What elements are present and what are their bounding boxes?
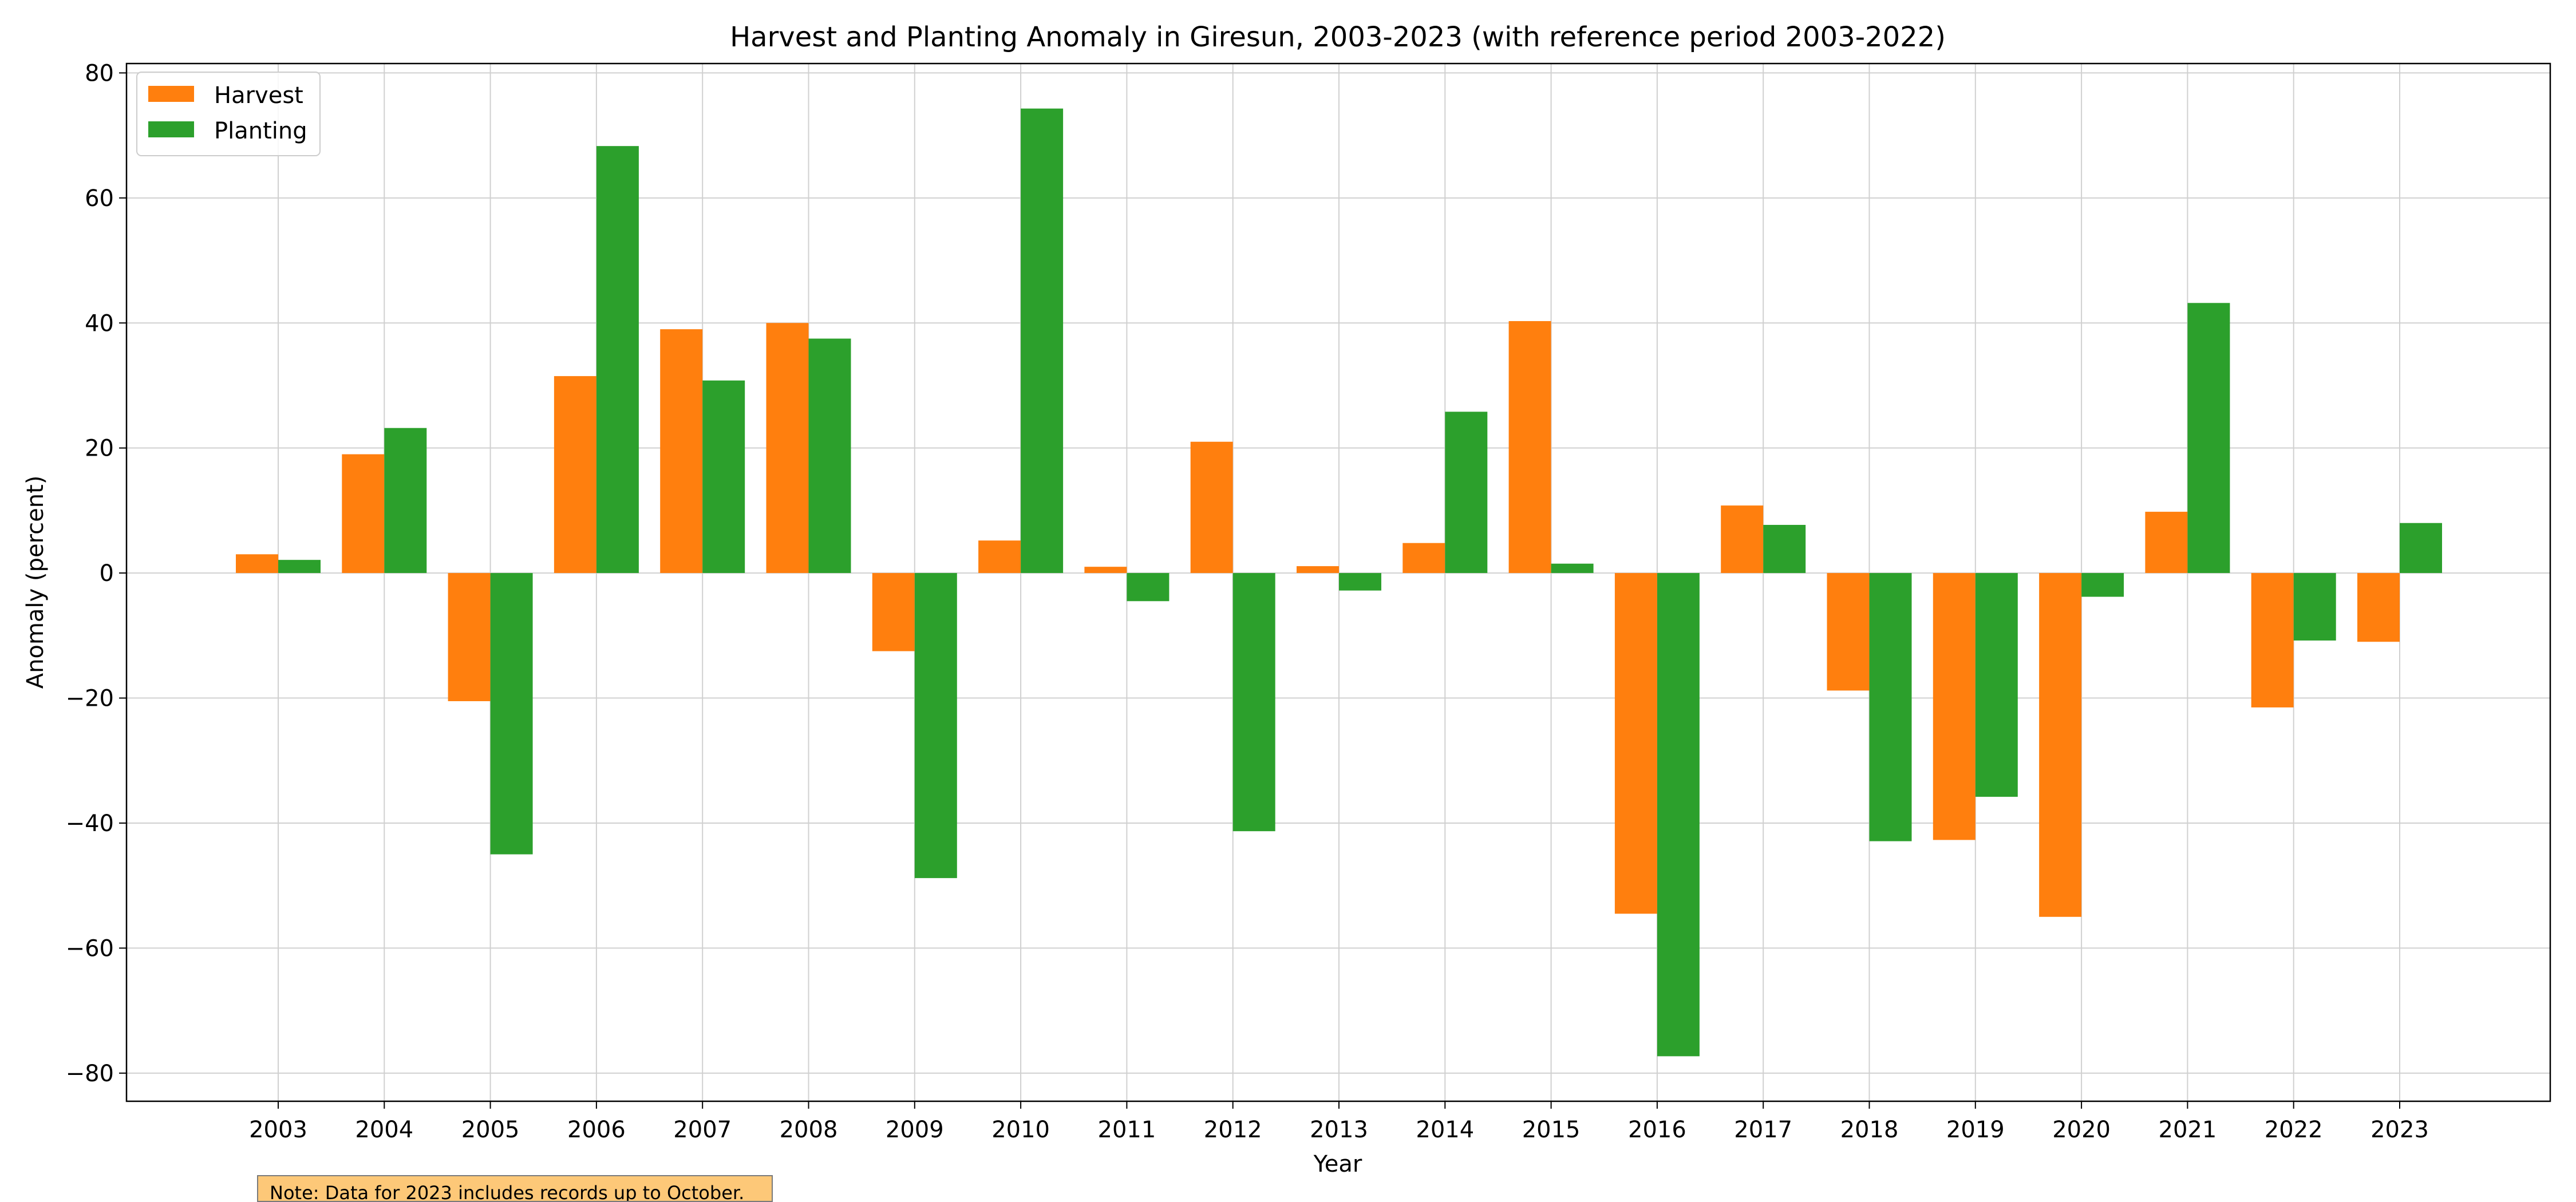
x-axis: 2003 2004 2005 2006 2007 2008 2009 2010 2011 2012… <box>249 1101 2429 1143</box>
legend-label-planting: Planting <box>214 118 307 144</box>
y-tick-label: 60 <box>85 185 114 212</box>
bar-planting-2015 <box>1551 563 1594 574</box>
x-tick-label: 2007 <box>673 1117 732 1143</box>
x-tick-label: 2021 <box>2159 1117 2217 1143</box>
bar-planting-2011 <box>1127 573 1170 602</box>
bar-harvest-2008 <box>766 323 809 574</box>
bar-harvest-2004 <box>342 454 385 574</box>
legend: Harvest Planting <box>136 72 321 156</box>
y-tick-label: −20 <box>66 686 114 712</box>
x-tick-label: 2008 <box>780 1117 838 1143</box>
bar-harvest-2007 <box>660 329 703 574</box>
bar-harvest-2005 <box>448 573 491 702</box>
bar-harvest-2012 <box>1190 441 1233 574</box>
bar-planting-2016 <box>1657 573 1700 1057</box>
x-tick-label: 2022 <box>2265 1117 2323 1143</box>
bar-harvest-2021 <box>2145 512 2188 574</box>
x-tick-label: 2003 <box>249 1117 307 1143</box>
x-tick-label: 2005 <box>461 1117 520 1143</box>
bar-harvest-2009 <box>872 573 915 651</box>
note-box: Note: Data for 2023 includes records up … <box>257 1175 773 1202</box>
bar-planting-2021 <box>2187 303 2230 574</box>
x-tick-label: 2016 <box>1628 1117 1686 1143</box>
x-axis-label: Year <box>1313 1151 1362 1177</box>
x-tick-label: 2014 <box>1416 1117 1474 1143</box>
bar-harvest-2010 <box>978 540 1021 574</box>
bar-planting-2014 <box>1445 412 1488 574</box>
legend-label-harvest: Harvest <box>214 82 303 109</box>
bar-planting-2006 <box>596 146 639 574</box>
y-axis: 80 60 40 20 0 −20 −40 −60 −80 <box>66 60 127 1087</box>
bar-harvest-2023 <box>2357 573 2400 642</box>
bar-planting-2018 <box>1869 573 1912 841</box>
y-tick-label: −80 <box>66 1061 114 1087</box>
bar-harvest-2013 <box>1297 566 1339 574</box>
bar-planting-2013 <box>1339 573 1381 591</box>
chart-title: Harvest and Planting Anomaly in Giresun,… <box>730 21 1946 53</box>
y-axis-label: Anomaly (percent) <box>22 476 49 689</box>
bar-harvest-2019 <box>1933 573 1976 840</box>
bar-planting-2019 <box>1975 573 2018 797</box>
bar-planting-2020 <box>2081 573 2124 597</box>
bar-planting-2004 <box>384 428 427 574</box>
x-tick-label: 2020 <box>2052 1117 2111 1143</box>
bar-harvest-2011 <box>1084 567 1127 574</box>
bar-harvest-2016 <box>1614 573 1657 914</box>
bar-harvest-2015 <box>1508 321 1551 574</box>
bar-planting-2009 <box>914 573 957 879</box>
x-tick-label: 2017 <box>1734 1117 1792 1143</box>
y-tick-label: −60 <box>66 935 114 962</box>
x-tick-label: 2013 <box>1310 1117 1368 1143</box>
bar-planting-2022 <box>2293 573 2336 641</box>
x-tick-label: 2006 <box>567 1117 626 1143</box>
bar-planting-2010 <box>1021 108 1064 574</box>
x-tick-label: 2023 <box>2370 1117 2429 1143</box>
y-tick-label: 0 <box>100 560 114 587</box>
x-tick-label: 2019 <box>1946 1117 2005 1143</box>
bar-planting-2017 <box>1763 525 1806 574</box>
bar-planting-2003 <box>278 560 321 574</box>
bar-harvest-2017 <box>1721 505 1764 574</box>
bar-harvest-2020 <box>2039 573 2082 917</box>
bar-planting-2023 <box>2400 523 2442 574</box>
bar-harvest-2018 <box>1827 573 1870 691</box>
x-tick-label: 2004 <box>355 1117 413 1143</box>
x-tick-label: 2012 <box>1204 1117 1262 1143</box>
x-tick-label: 2015 <box>1522 1117 1581 1143</box>
x-tick-label: 2011 <box>1098 1117 1156 1143</box>
y-tick-label: 20 <box>85 436 114 462</box>
bar-planting-2008 <box>808 338 851 574</box>
bar-planting-2012 <box>1232 573 1275 832</box>
legend-swatch-harvest <box>148 86 194 102</box>
y-tick-label: 40 <box>85 310 114 337</box>
x-tick-label: 2009 <box>886 1117 944 1143</box>
bar-harvest-2006 <box>554 376 596 574</box>
y-tick-label: −40 <box>66 810 114 837</box>
bars <box>236 108 2442 1057</box>
bar-planting-2005 <box>490 573 533 855</box>
bar-harvest-2022 <box>2251 573 2294 707</box>
bar-harvest-2014 <box>1402 543 1445 574</box>
legend-swatch-planting <box>148 121 194 137</box>
y-tick-label: 80 <box>85 60 114 86</box>
x-tick-label: 2010 <box>991 1117 1050 1143</box>
x-tick-label: 2018 <box>1840 1117 1899 1143</box>
bar-harvest-2003 <box>236 554 278 574</box>
bar-planting-2007 <box>702 380 745 574</box>
